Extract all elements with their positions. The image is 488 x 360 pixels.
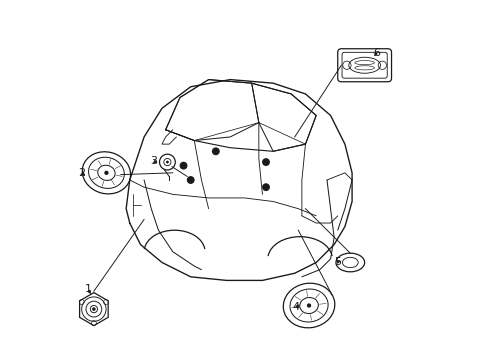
Circle shape <box>306 303 310 308</box>
Text: 3: 3 <box>150 156 157 166</box>
Circle shape <box>92 307 96 311</box>
Circle shape <box>262 184 269 190</box>
Circle shape <box>262 159 269 165</box>
Text: 5: 5 <box>334 257 341 267</box>
Circle shape <box>212 148 219 154</box>
Text: 1: 1 <box>84 284 91 294</box>
Circle shape <box>180 162 186 169</box>
Circle shape <box>187 177 194 183</box>
Text: 6: 6 <box>372 48 379 58</box>
Text: 2: 2 <box>79 168 85 178</box>
Circle shape <box>165 161 168 163</box>
Circle shape <box>104 171 108 175</box>
Text: 4: 4 <box>292 302 300 312</box>
